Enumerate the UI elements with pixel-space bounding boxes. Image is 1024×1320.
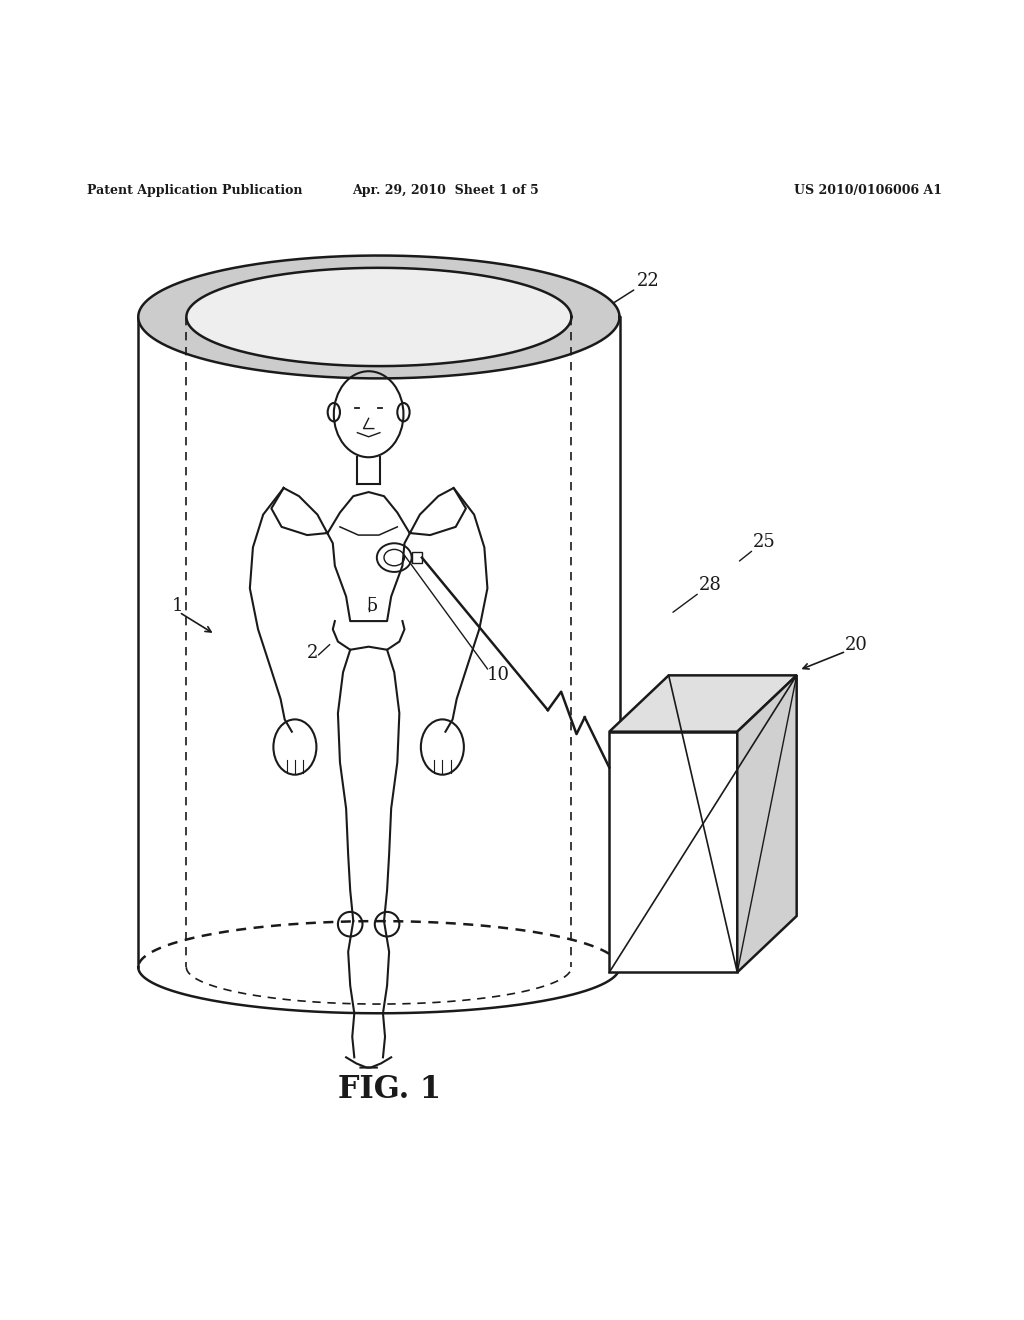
Text: FIG. 1: FIG. 1 — [338, 1074, 440, 1105]
Text: 1: 1 — [172, 597, 183, 615]
Text: 20: 20 — [845, 636, 867, 653]
Polygon shape — [138, 256, 620, 379]
Text: 5: 5 — [367, 597, 378, 615]
Text: 2: 2 — [307, 644, 318, 661]
Polygon shape — [412, 553, 422, 562]
Polygon shape — [737, 676, 797, 973]
Ellipse shape — [186, 268, 571, 366]
Text: 28: 28 — [698, 577, 721, 594]
Text: 10: 10 — [486, 667, 509, 685]
Text: Patent Application Publication: Patent Application Publication — [87, 183, 302, 197]
Polygon shape — [609, 731, 737, 973]
Text: US 2010/0106006 A1: US 2010/0106006 A1 — [794, 183, 942, 197]
Polygon shape — [609, 676, 797, 731]
Text: Apr. 29, 2010  Sheet 1 of 5: Apr. 29, 2010 Sheet 1 of 5 — [352, 183, 539, 197]
Text: 22: 22 — [637, 272, 659, 290]
Text: 25: 25 — [753, 533, 775, 552]
